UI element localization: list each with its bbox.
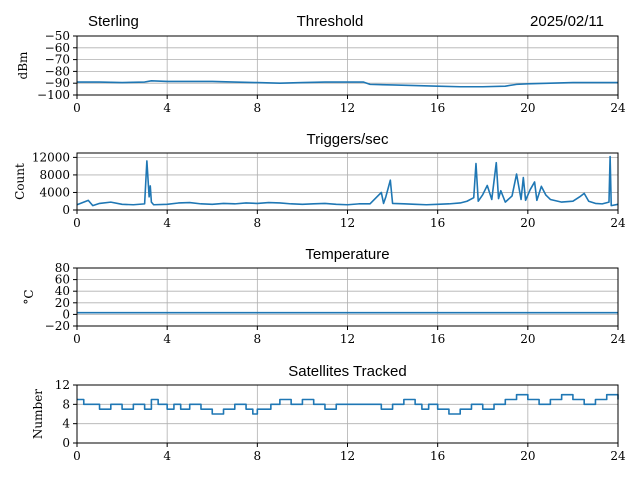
x-tick-label: 0 bbox=[73, 101, 81, 115]
y-tick-label: 80 bbox=[55, 261, 70, 275]
x-tick-label: 24 bbox=[610, 101, 626, 115]
threshold-title: Threshold bbox=[296, 13, 364, 30]
x-tick-label: 12 bbox=[340, 332, 355, 346]
date-label: 2025/02/11 bbox=[530, 13, 604, 30]
y-tick-label: −50 bbox=[45, 29, 70, 43]
y-tick-label: 8 bbox=[62, 397, 70, 411]
series-line bbox=[76, 155, 619, 207]
y-axis-label: dBm bbox=[16, 51, 30, 80]
y-tick-label: 40 bbox=[55, 284, 70, 298]
x-tick-label: 24 bbox=[610, 332, 626, 346]
y-tick-label: 0 bbox=[62, 307, 70, 321]
y-axis-label: Count bbox=[13, 163, 27, 200]
x-tick-label: 8 bbox=[254, 101, 262, 115]
y-tick-label: −60 bbox=[45, 41, 70, 55]
y-tick-label: 0 bbox=[62, 203, 70, 217]
y-tick-label: −100 bbox=[37, 88, 70, 102]
panel-title: Triggers/sec bbox=[307, 131, 389, 148]
x-tick-label: 16 bbox=[430, 332, 445, 346]
x-tick-label: 8 bbox=[254, 216, 262, 230]
y-tick-label: −90 bbox=[45, 76, 70, 90]
series-line bbox=[77, 393, 619, 415]
x-tick-label: 0 bbox=[73, 332, 81, 346]
y-tick-label: 0 bbox=[62, 436, 70, 450]
x-tick-label: 0 bbox=[73, 216, 81, 230]
y-tick-label: 20 bbox=[55, 296, 70, 310]
y-tick-label: 60 bbox=[55, 273, 70, 287]
x-tick-label: 4 bbox=[163, 332, 171, 346]
x-tick-label: 20 bbox=[520, 101, 535, 115]
x-tick-label: 4 bbox=[163, 216, 171, 230]
station-name: Sterling bbox=[88, 13, 139, 30]
y-tick-label: 4000 bbox=[39, 185, 70, 199]
x-tick-label: 8 bbox=[254, 332, 262, 346]
x-tick-label: 16 bbox=[430, 216, 445, 230]
panel-title: Satellites Tracked bbox=[288, 363, 406, 380]
x-tick-label: 24 bbox=[610, 216, 626, 230]
x-tick-label: 20 bbox=[520, 449, 535, 463]
y-tick-label: −70 bbox=[45, 53, 70, 67]
series-line bbox=[77, 80, 618, 88]
y-tick-label: 4 bbox=[62, 417, 70, 431]
x-tick-label: 16 bbox=[430, 101, 445, 115]
x-tick-label: 16 bbox=[430, 449, 445, 463]
y-axis-label: °C bbox=[22, 289, 36, 304]
x-tick-label: 24 bbox=[610, 449, 626, 463]
y-tick-label: −80 bbox=[45, 64, 70, 78]
x-tick-label: 12 bbox=[340, 449, 355, 463]
y-tick-label: 12 bbox=[55, 378, 70, 392]
x-tick-label: 20 bbox=[520, 332, 535, 346]
x-tick-label: 8 bbox=[254, 449, 262, 463]
x-tick-label: 20 bbox=[520, 216, 535, 230]
y-tick-label: 12000 bbox=[32, 150, 70, 164]
x-tick-label: 0 bbox=[73, 449, 81, 463]
x-tick-label: 4 bbox=[163, 449, 171, 463]
x-tick-label: 12 bbox=[340, 101, 355, 115]
panel-title: Temperature bbox=[305, 246, 389, 263]
x-tick-label: 4 bbox=[163, 101, 171, 115]
y-tick-label: 8000 bbox=[39, 168, 70, 182]
y-axis-label: Number bbox=[31, 389, 45, 439]
y-tick-label: −20 bbox=[45, 319, 70, 333]
x-tick-label: 12 bbox=[340, 216, 355, 230]
